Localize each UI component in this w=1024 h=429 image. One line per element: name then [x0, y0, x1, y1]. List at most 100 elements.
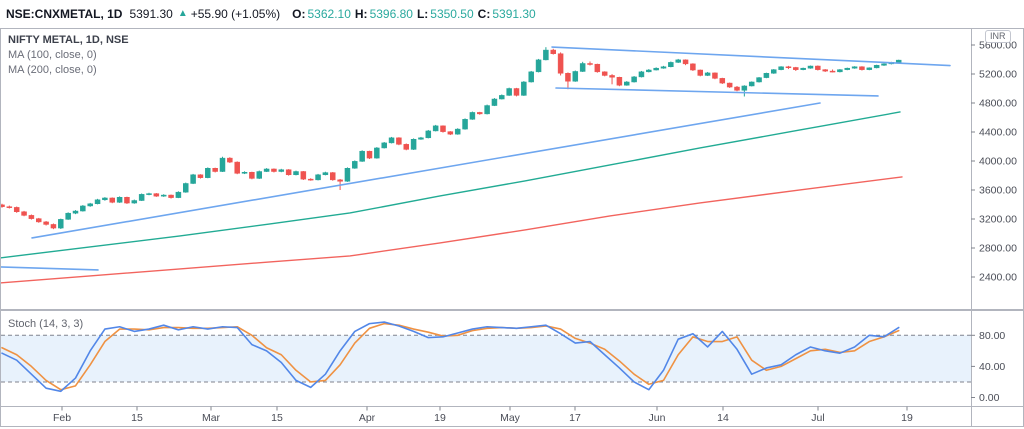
candle-body [682, 59, 689, 65]
legend-symbol[interactable]: NIFTY METAL, 1D, NSE [8, 34, 129, 46]
candle-body [138, 194, 145, 201]
candle-body [704, 72, 711, 76]
close-value: 5391.30 [492, 6, 536, 21]
candle-body [807, 65, 814, 69]
legend-ma100[interactable]: MA (100, close, 0) [8, 49, 97, 61]
candle-body [432, 125, 439, 132]
time-tick-label: 14 [717, 412, 729, 424]
candle-body [697, 69, 703, 76]
candle-body [352, 161, 358, 169]
candle-body [87, 203, 93, 207]
candle-body [447, 131, 454, 135]
candle-body [726, 82, 733, 88]
candle-body [587, 63, 593, 65]
candle-body [829, 70, 836, 73]
candle-body [653, 67, 659, 71]
close-label: C: [477, 6, 491, 21]
candle-body [454, 128, 461, 135]
candle-body [160, 194, 167, 197]
candle-body [205, 168, 211, 178]
candle-body [219, 157, 226, 172]
candle-body [175, 191, 182, 198]
candle-body [6, 206, 13, 208]
time-tick-label: May [500, 412, 521, 424]
trendlines-layer[interactable] [0, 46, 951, 271]
candle-body [381, 142, 387, 149]
candle-body [748, 81, 755, 87]
symbol-info-bar: NSE:CNXMETAL, 1D 5391.30 ▲ +55.90 (+1.05… [0, 0, 1024, 27]
candle-body [102, 197, 108, 201]
price-tick-label: 2400.00 [979, 272, 1017, 284]
price-axis[interactable]: 5600.005200.004800.004400.004000.003600.… [971, 40, 1017, 405]
candle-body [815, 65, 821, 70]
low-value: 5350.50 [430, 6, 474, 21]
candle-body [741, 85, 748, 91]
candle-body [477, 112, 483, 115]
candle-body [719, 78, 726, 84]
candle-body [793, 67, 799, 70]
candle-body [579, 63, 586, 72]
candle-body [851, 66, 858, 69]
stoch-pane[interactable] [1, 321, 971, 393]
candle-body [513, 88, 520, 96]
candle-body [366, 150, 373, 159]
candle-body [36, 218, 42, 223]
high-label: H: [354, 6, 368, 21]
candle-body [21, 211, 27, 216]
candle-body [844, 67, 850, 70]
candle-body [374, 147, 380, 159]
candle-body [763, 73, 770, 78]
legend-ma200[interactable]: MA (200, close, 0) [8, 64, 97, 76]
candle-body [756, 77, 762, 83]
price-tick-label: 4800.00 [979, 98, 1017, 110]
candle-body [895, 59, 902, 63]
candle-body [212, 168, 218, 172]
chart-legend[interactable]: NIFTY METAL, 1D, NSE MA (100, close, 0) … [8, 33, 129, 78]
candle-body [65, 212, 71, 220]
candle-body [124, 197, 130, 204]
candle-body [535, 59, 542, 73]
candle-body [638, 71, 645, 78]
candle-body [131, 200, 138, 204]
candle-body [624, 81, 630, 86]
wedge-upper [551, 46, 951, 67]
time-tick-label: Apr [359, 412, 376, 424]
candle-body [506, 88, 512, 96]
time-axis[interactable]: Feb 15 Mar 15 Apr 19 May 17 Jun 14 Jul 19 [53, 406, 913, 425]
chart-canvas[interactable]: 5600.005200.004800.004400.004000.003600.… [0, 28, 1024, 429]
stoch-indicator-label[interactable]: Stoch (14, 3, 3) [8, 318, 84, 330]
time-tick-label: 15 [271, 412, 283, 424]
open-label: O: [292, 6, 306, 21]
candle-body [300, 171, 307, 180]
candle-body [418, 137, 424, 140]
symbol-name[interactable]: NSE:CNXMETAL, 1D [6, 6, 123, 21]
candle-body [403, 144, 409, 150]
candle-body [646, 69, 652, 73]
candle-body [116, 197, 123, 203]
candle-body [410, 139, 417, 150]
price-tick-label: 4000.00 [979, 156, 1017, 168]
candle-body [94, 199, 101, 205]
candle-body [557, 53, 564, 74]
candle-body [197, 174, 204, 178]
candle-body [572, 71, 579, 82]
candle-body [190, 174, 196, 184]
candle-body [859, 66, 865, 70]
currency-badge[interactable]: INR [985, 30, 1011, 43]
candle-body [543, 49, 549, 61]
candle-body [322, 172, 329, 176]
candle-body [734, 86, 740, 91]
candle-body [565, 73, 571, 82]
candle-body [153, 193, 160, 197]
candle-body [285, 169, 292, 176]
time-tick-label: 15 [131, 412, 143, 424]
up-arrow-icon: ▲ [177, 8, 188, 19]
candle-body [462, 119, 468, 130]
candle-body [388, 137, 395, 144]
time-tick-label: Jun [649, 412, 666, 424]
time-tick-label: 19 [434, 412, 446, 424]
candle-body [271, 168, 277, 172]
price-tick-label: 4400.00 [979, 127, 1017, 139]
candle-body [712, 72, 718, 79]
candle-body [396, 137, 402, 145]
